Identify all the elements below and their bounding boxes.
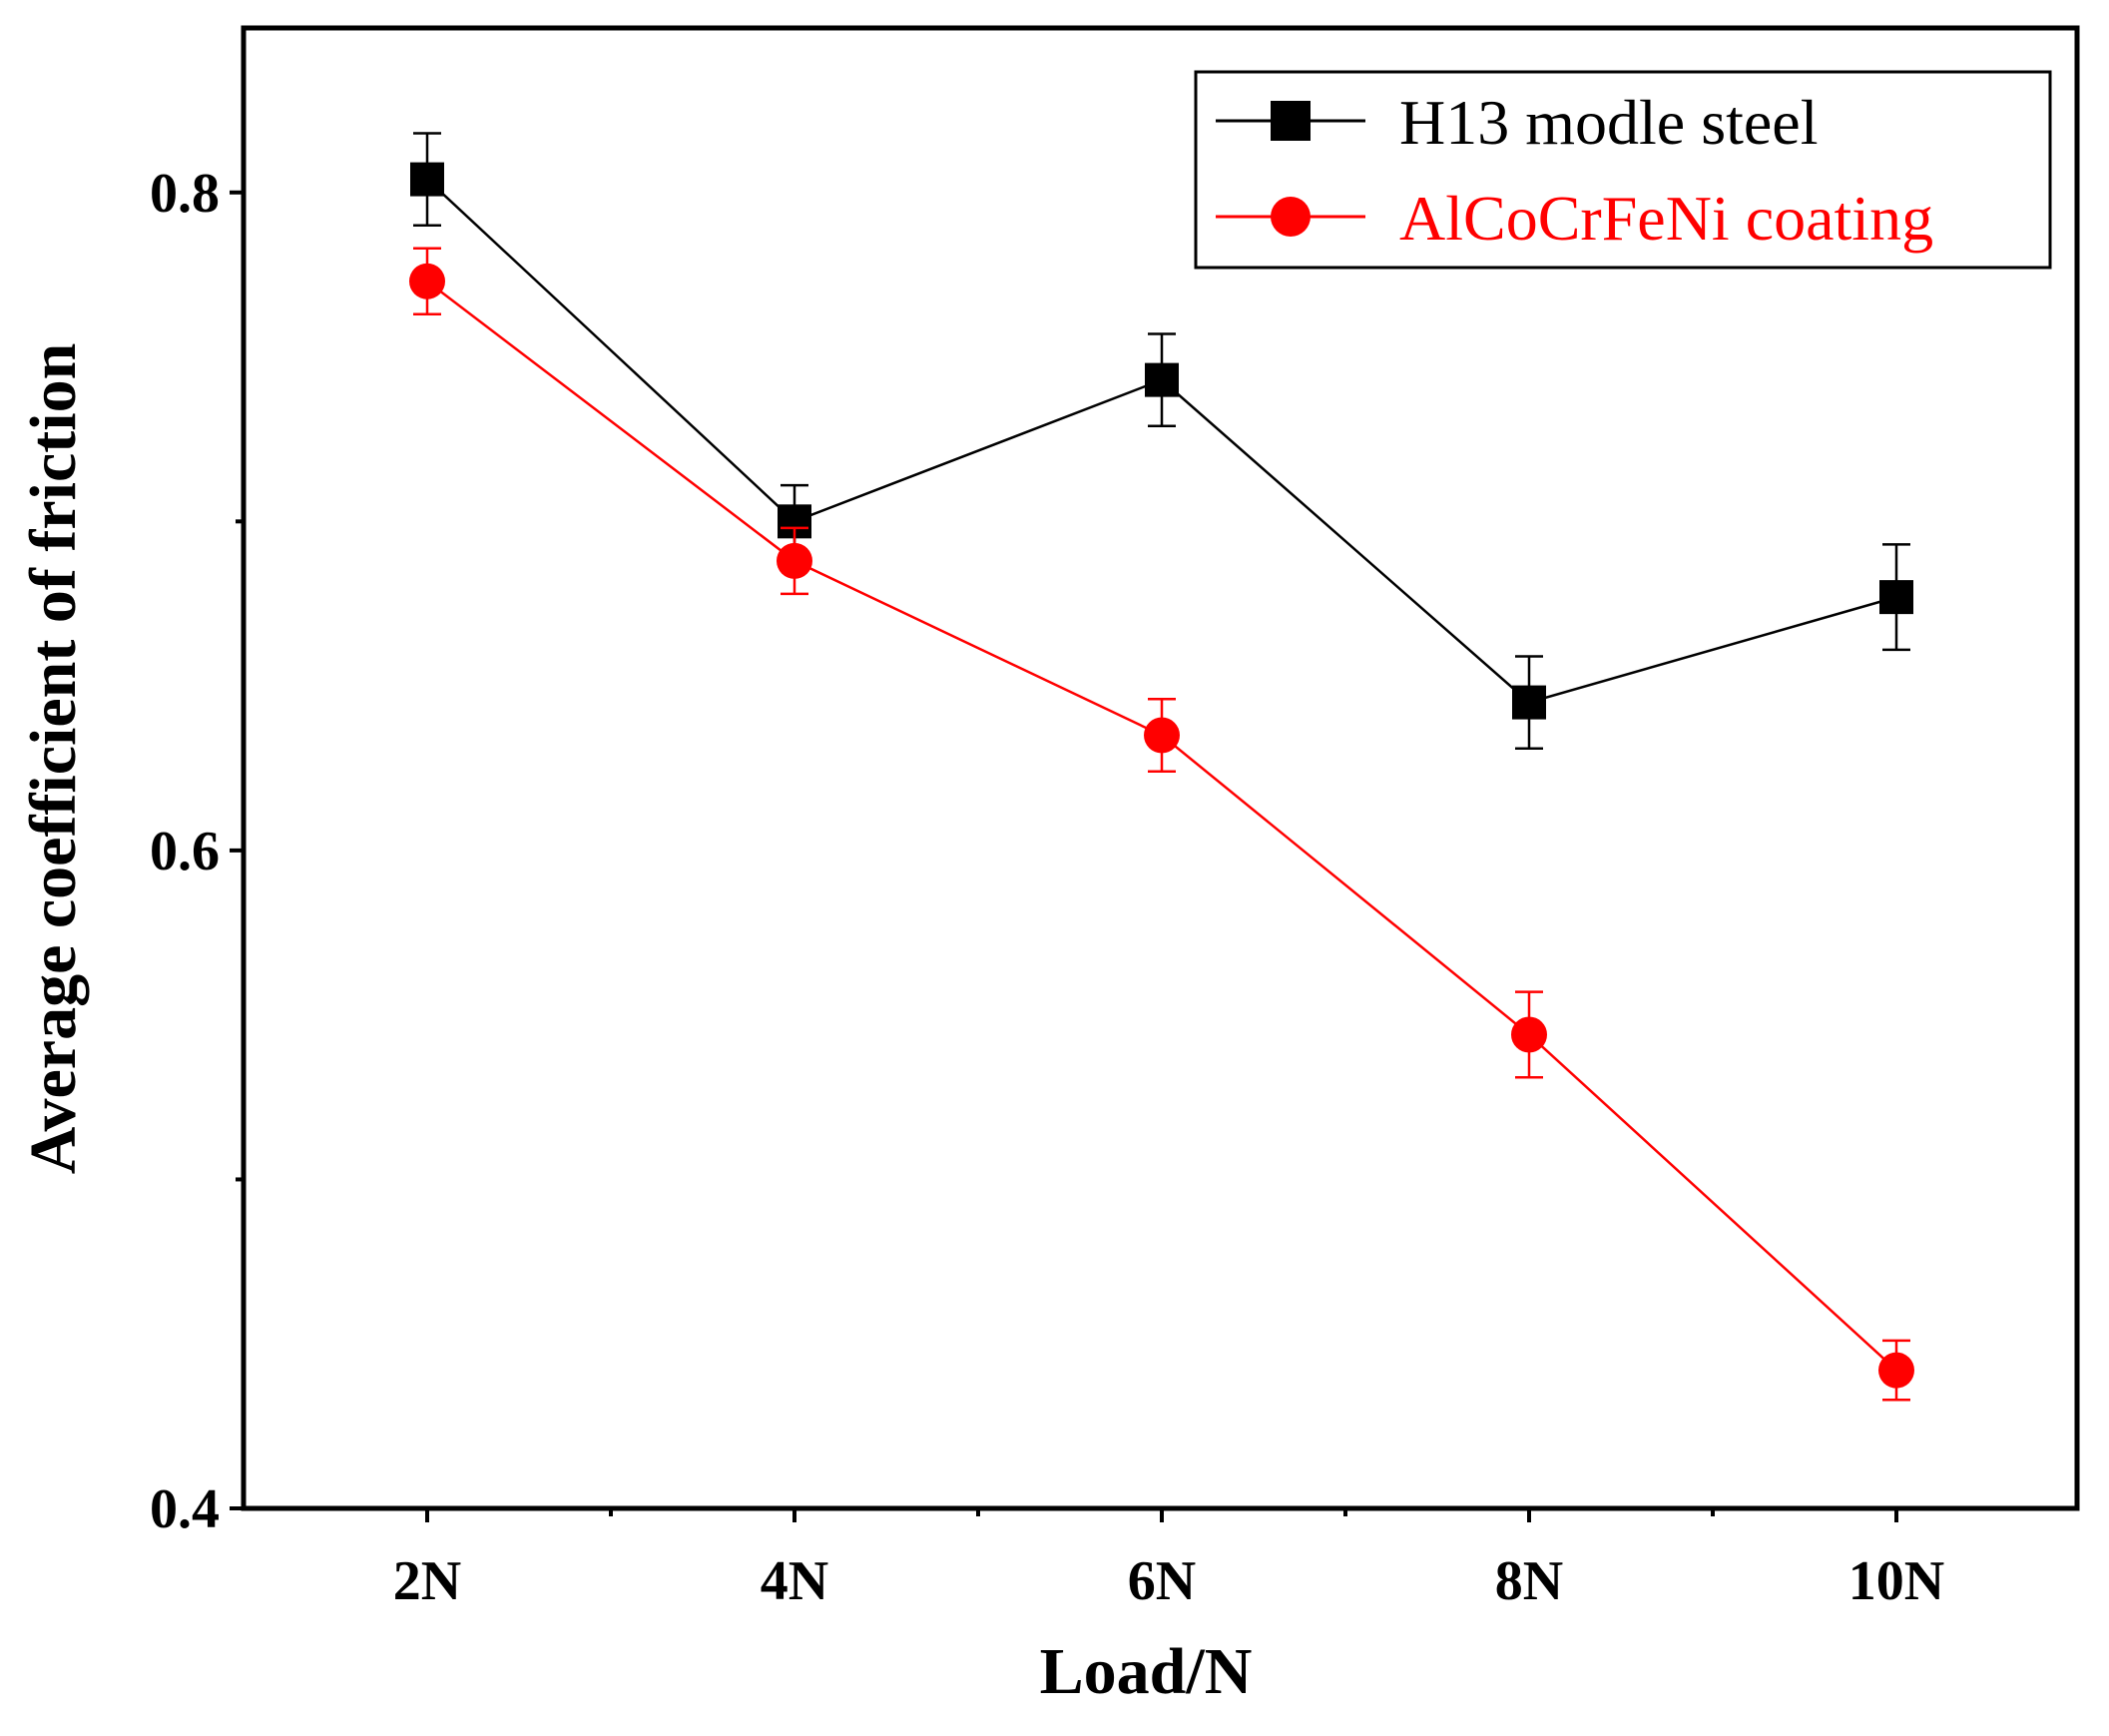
data-point xyxy=(410,162,444,197)
x-tick-label: 4N xyxy=(761,1550,828,1612)
series-line xyxy=(426,280,1897,1372)
y-tick-label: 0.8 xyxy=(150,163,220,225)
x-tick-label: 2N xyxy=(393,1550,461,1612)
series-alcocrfeni-coating xyxy=(409,247,1914,1402)
data-point xyxy=(777,542,812,579)
y-axis: 0.4 0.6 0.8 xyxy=(150,163,244,1540)
data-point xyxy=(1878,1352,1914,1389)
legend-marker-h13 xyxy=(1271,101,1311,141)
legend: H13 modle steel AlCoCrFeNi coating xyxy=(1194,70,2052,270)
series-h13-modle-steel xyxy=(410,132,1913,750)
legend-label-coating: AlCoCrFeNi coating xyxy=(1399,183,1933,254)
x-axis: 2N 4N 6N 8N 10N xyxy=(393,1508,1944,1612)
legend-label-h13: H13 modle steel xyxy=(1399,87,1818,158)
y-tick-label: 0.4 xyxy=(150,1478,220,1540)
x-tick-label: 8N xyxy=(1495,1550,1563,1612)
y-tick-label: 0.6 xyxy=(150,821,220,882)
x-tick-label: 6N xyxy=(1128,1550,1196,1612)
data-point xyxy=(1879,580,1913,615)
data-point xyxy=(409,263,445,299)
data-point xyxy=(1144,717,1180,754)
series-layer xyxy=(409,132,1914,1402)
y-axis-title: Average coefficient of friction xyxy=(17,343,90,1175)
x-axis-title: Load/N xyxy=(1040,1635,1253,1708)
x-tick-label: 10N xyxy=(1848,1550,1944,1612)
data-point xyxy=(1511,1016,1547,1053)
legend-marker-coating xyxy=(1271,197,1311,237)
data-point xyxy=(1512,685,1546,720)
legend-box xyxy=(1194,70,2052,270)
data-point xyxy=(1145,362,1179,397)
